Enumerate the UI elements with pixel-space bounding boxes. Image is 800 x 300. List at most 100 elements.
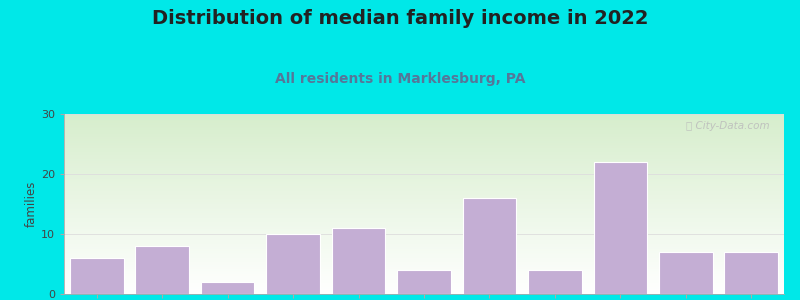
Bar [64,235,784,236]
Bar [64,271,784,272]
Bar [64,125,784,127]
Bar [64,209,784,211]
Bar [64,197,784,199]
Bar [64,139,784,141]
Bar [64,224,784,226]
Bar [64,249,784,251]
Bar [70,258,123,294]
Bar [64,226,784,227]
Bar [64,251,784,253]
Bar [594,162,647,294]
Bar [64,265,784,267]
Bar [64,218,784,220]
Bar [64,208,784,209]
Bar [64,289,784,290]
Bar [64,127,784,128]
Bar [64,200,784,202]
Bar [64,193,784,195]
Bar [64,182,784,184]
Bar [64,152,784,154]
Bar [64,148,784,150]
Bar [64,211,784,213]
Bar [64,157,784,159]
Bar [397,270,451,294]
Bar [201,282,254,294]
Bar [64,154,784,155]
Bar [64,150,784,152]
Bar [64,258,784,260]
Bar [64,227,784,229]
Bar [64,116,784,118]
Bar [64,274,784,276]
Bar [64,290,784,292]
Bar [64,281,784,283]
Bar [64,128,784,130]
Bar [64,202,784,204]
Bar [64,137,784,139]
Bar [64,242,784,244]
Bar [64,222,784,224]
Bar [64,287,784,289]
Bar [64,283,784,285]
Bar [64,240,784,242]
Bar [64,215,784,217]
Bar [64,263,784,265]
Bar [332,228,386,294]
Bar [64,163,784,164]
Bar [64,253,784,254]
Bar [64,177,784,179]
Bar [64,118,784,119]
Bar [64,267,784,269]
Bar [64,220,784,222]
Bar [64,159,784,161]
Bar [64,233,784,235]
Bar [64,199,784,200]
Text: ⓘ City-Data.com: ⓘ City-Data.com [686,121,770,131]
Bar [64,292,784,294]
Bar [64,123,784,125]
Bar [64,119,784,121]
Bar [64,217,784,218]
Bar [64,168,784,170]
Bar [64,114,784,116]
Bar [64,134,784,136]
Bar [64,206,784,208]
Bar [64,146,784,148]
Bar [64,164,784,166]
Bar [64,262,784,263]
Bar [64,172,784,173]
Bar [64,141,784,143]
Bar [266,234,320,294]
Bar [64,245,784,247]
Bar [64,173,784,175]
Bar [64,272,784,274]
Bar [64,155,784,157]
Bar [64,161,784,163]
Bar [64,132,784,134]
Bar [64,229,784,231]
Bar [64,213,784,215]
Bar [64,280,784,281]
Bar [64,179,784,181]
Bar [64,130,784,132]
Y-axis label: families: families [25,181,38,227]
Bar [64,276,784,278]
Bar [64,231,784,233]
Bar [64,256,784,258]
Bar [64,204,784,206]
Bar [64,136,784,137]
Bar [64,190,784,191]
Bar [725,252,778,294]
Bar [64,247,784,249]
Bar [64,166,784,168]
Bar [64,170,784,172]
Bar [64,195,784,197]
Text: Distribution of median family income in 2022: Distribution of median family income in … [152,9,648,28]
Bar [64,121,784,123]
Bar [64,244,784,245]
Bar [462,198,516,294]
Bar [64,186,784,188]
Bar [64,175,784,177]
Bar [64,254,784,256]
Bar [64,188,784,190]
